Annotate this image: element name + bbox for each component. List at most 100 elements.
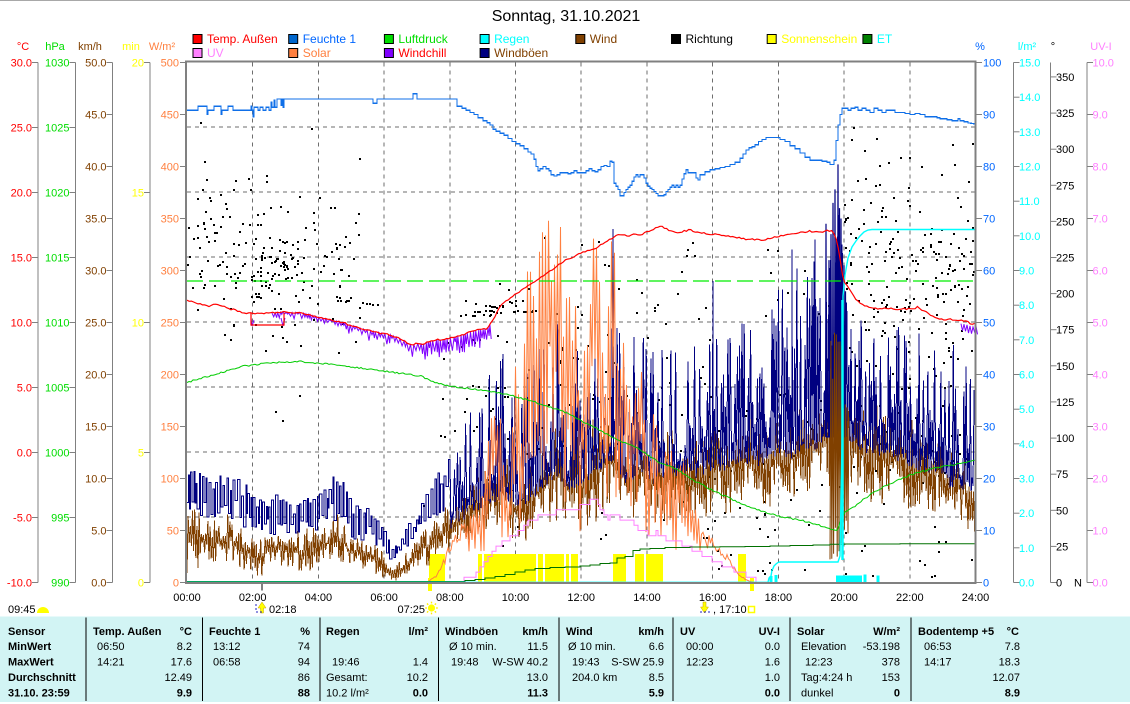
- svg-text:Wind: Wind: [590, 32, 617, 46]
- svg-text:1.0: 1.0: [1093, 526, 1108, 538]
- svg-text:8.2: 8.2: [177, 641, 192, 653]
- svg-text:350: 350: [1056, 72, 1074, 84]
- svg-text:Temp. Außen: Temp. Außen: [93, 626, 162, 638]
- svg-text:2.0: 2.0: [1019, 508, 1034, 520]
- svg-text:06:50: 06:50: [97, 641, 125, 653]
- svg-text:Temp. Außen: Temp. Außen: [207, 32, 278, 46]
- svg-text:17.6: 17.6: [171, 657, 192, 669]
- svg-text:W/m²: W/m²: [149, 41, 176, 53]
- svg-text:9.9: 9.9: [177, 688, 192, 700]
- svg-text:5.9: 5.9: [649, 688, 664, 700]
- svg-text:14.0: 14.0: [1019, 92, 1040, 104]
- svg-text:02:18: 02:18: [269, 604, 297, 616]
- svg-text:175: 175: [1056, 325, 1074, 337]
- svg-text:20.0: 20.0: [85, 370, 106, 382]
- svg-text:00:00: 00:00: [686, 641, 714, 653]
- svg-text:94: 94: [298, 657, 310, 669]
- svg-text:378: 378: [882, 657, 900, 669]
- svg-text:5: 5: [138, 448, 144, 460]
- svg-text:100: 100: [1056, 433, 1074, 445]
- svg-text:14:17: 14:17: [924, 657, 952, 669]
- svg-text:5.0: 5.0: [91, 526, 106, 538]
- svg-text:Windböen: Windböen: [445, 626, 498, 638]
- svg-text:8.9: 8.9: [1005, 688, 1020, 700]
- svg-text:0.0: 0.0: [1019, 578, 1034, 590]
- svg-text:9.0: 9.0: [1093, 110, 1108, 122]
- svg-text:04:00: 04:00: [305, 592, 333, 604]
- svg-text:10.2: 10.2: [407, 672, 428, 684]
- svg-text:Feuchte 1: Feuchte 1: [209, 626, 260, 638]
- svg-text:km/h: km/h: [78, 41, 102, 53]
- svg-text:km/h: km/h: [638, 626, 664, 638]
- svg-text:19:48: 19:48: [451, 657, 479, 669]
- svg-text:25: 25: [1056, 541, 1068, 553]
- svg-text:0.0: 0.0: [765, 688, 780, 700]
- svg-text:40: 40: [983, 370, 995, 382]
- svg-text:250: 250: [1056, 216, 1074, 228]
- svg-text:UV-I: UV-I: [759, 626, 780, 638]
- svg-text:1.0: 1.0: [765, 672, 780, 684]
- svg-text:10.0: 10.0: [11, 318, 32, 330]
- svg-text:50: 50: [983, 318, 995, 330]
- svg-text:06:00: 06:00: [370, 592, 398, 604]
- svg-text:1.6: 1.6: [765, 657, 780, 669]
- svg-text:1030: 1030: [45, 58, 69, 70]
- svg-text:°C: °C: [17, 41, 29, 53]
- svg-text:09:45: 09:45: [8, 604, 36, 616]
- svg-text:300: 300: [161, 266, 179, 278]
- svg-text:19:43: 19:43: [572, 657, 600, 669]
- svg-text:20:00: 20:00: [830, 592, 858, 604]
- svg-text:Bodentemp +5: Bodentemp +5: [918, 626, 994, 638]
- svg-text:450: 450: [161, 110, 179, 122]
- svg-text:4.0: 4.0: [1019, 439, 1034, 451]
- svg-text:11.5: 11.5: [527, 641, 548, 653]
- svg-text:Ø 10 min.: Ø 10 min.: [449, 641, 497, 653]
- svg-text:90: 90: [983, 110, 995, 122]
- svg-text:19:46: 19:46: [332, 657, 360, 669]
- svg-text:l/m²: l/m²: [1018, 41, 1037, 53]
- svg-text:Regen: Regen: [326, 626, 360, 638]
- svg-text:70: 70: [983, 214, 995, 226]
- svg-text:1.0: 1.0: [1019, 543, 1034, 555]
- svg-text:W/m²: W/m²: [873, 626, 900, 638]
- svg-text:1005: 1005: [45, 383, 69, 395]
- svg-text:12:00: 12:00: [567, 592, 595, 604]
- svg-text:35.0: 35.0: [85, 214, 106, 226]
- svg-text:31.10. 23:59: 31.10. 23:59: [8, 688, 70, 700]
- svg-text:00:00: 00:00: [173, 592, 201, 604]
- svg-text:Sonntag, 31.10.2021: Sonntag, 31.10.2021: [492, 8, 641, 25]
- svg-text:40.2: 40.2: [527, 657, 548, 669]
- svg-text:153: 153: [882, 672, 900, 684]
- svg-text:20.0: 20.0: [11, 188, 32, 200]
- svg-text:20: 20: [983, 474, 995, 486]
- svg-text:995: 995: [51, 513, 69, 525]
- svg-text:10.0: 10.0: [85, 474, 106, 486]
- svg-text:1010: 1010: [45, 318, 69, 330]
- svg-text:-5.0: -5.0: [13, 513, 32, 525]
- svg-text:12.07: 12.07: [992, 672, 1020, 684]
- svg-text:12:23: 12:23: [805, 657, 833, 669]
- svg-text:6.0: 6.0: [1093, 266, 1108, 278]
- svg-text:12.0: 12.0: [1019, 162, 1040, 174]
- svg-text:S-SW: S-SW: [611, 657, 640, 669]
- svg-text:10: 10: [983, 526, 995, 538]
- svg-text:400: 400: [161, 162, 179, 174]
- svg-text:Sonnenschein: Sonnenschein: [781, 32, 857, 46]
- svg-text:50: 50: [1056, 505, 1068, 517]
- svg-text:250: 250: [161, 318, 179, 330]
- svg-text:50: 50: [167, 526, 179, 538]
- svg-text:10.2 l/m²: 10.2 l/m²: [326, 688, 369, 700]
- svg-text:11.3: 11.3: [527, 688, 548, 700]
- svg-text:20: 20: [132, 58, 144, 70]
- svg-text:Durchschnitt: Durchschnitt: [8, 672, 76, 684]
- svg-text:0.0: 0.0: [765, 641, 780, 653]
- svg-text:W-SW: W-SW: [492, 657, 524, 669]
- svg-text:86: 86: [298, 672, 310, 684]
- svg-text:13.0: 13.0: [527, 672, 548, 684]
- svg-text:14:00: 14:00: [633, 592, 661, 604]
- svg-text:200: 200: [161, 370, 179, 382]
- svg-text:275: 275: [1056, 180, 1074, 192]
- svg-text:Windböen: Windböen: [494, 46, 548, 60]
- svg-text:10.0: 10.0: [1093, 58, 1114, 70]
- svg-text:8.5: 8.5: [649, 672, 664, 684]
